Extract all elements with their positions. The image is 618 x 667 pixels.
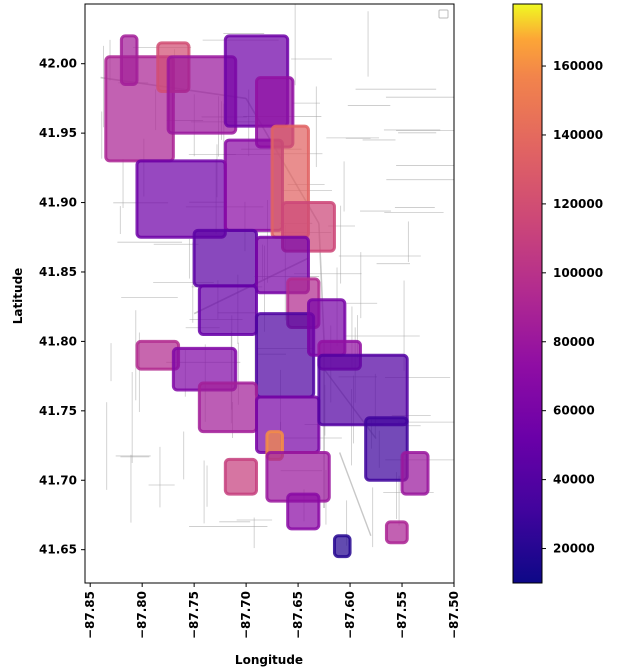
plot-frame [84,3,455,584]
income-region-marker [135,159,227,239]
street-line [339,452,372,537]
x-tick-label: −87.70 [239,591,253,639]
y-tick-label: 41.70 [39,473,77,487]
y-axis-label: Latitude [11,268,25,325]
income-region-marker [286,492,321,531]
colorbar-ticks: 20000 40000 60000 80000 100000 120000 140000 16… [542,59,603,556]
colorbar-tick-label: 20000 [553,542,595,556]
x-tick-label: −87.80 [135,591,149,639]
x-tick-label: −87.65 [291,591,305,639]
income-region-marker [197,381,259,434]
income-region-marker [364,416,409,482]
y-tick-label: 41.95 [39,126,77,140]
colorbar-tick-label: 140000 [553,128,603,142]
colorbar-tick-label: 120000 [553,197,603,211]
y-tick-label: 41.75 [39,404,77,418]
plot-area [84,3,455,584]
y-tick-label: 42.00 [39,57,77,71]
colorbar-tick-label: 40000 [553,473,595,487]
income-region-marker [192,228,259,288]
colorbar-gradient [512,3,543,584]
colorbar-tick-label: 100000 [553,266,603,280]
x-tick-label: −87.50 [447,591,461,639]
colorbar-tick-label: 160000 [553,59,603,73]
income-region-marker [332,534,352,559]
income-region-marker [197,284,259,336]
x-tick-label: −87.85 [83,591,97,639]
income-region-marker [255,312,316,399]
y-tick-label: 41.85 [39,265,77,279]
y-tick-label: 41.65 [39,543,77,557]
income-region-marker [384,520,409,545]
colorbar-tick-label: 80000 [553,335,595,349]
colorbar-tick-label: 60000 [553,404,595,418]
colorbar: 20000 40000 60000 80000 100000 120000 140000 16… [512,3,603,584]
x-tick-label: −87.55 [395,591,409,639]
y-tick-label: 41.90 [39,196,77,210]
x-axis: −87.85 −87.80 −87.75 −87.70 −87.65 −87.60 −87.… [83,583,461,639]
y-axis: 41.65 41.70 41.75 41.80 41.85 41.90 41.95 42.00 [39,57,85,557]
x-axis-label: Longitude [235,653,303,667]
legend-box [438,9,449,19]
income-region-marker [317,353,409,427]
x-tick-label: −87.60 [343,591,357,639]
y-tick-label: 41.80 [39,334,77,348]
income-region-marker [119,34,139,87]
income-region-marker [223,457,259,496]
income-regions [104,34,430,559]
income-region-marker [400,450,430,496]
x-tick-label: −87.75 [187,591,201,639]
